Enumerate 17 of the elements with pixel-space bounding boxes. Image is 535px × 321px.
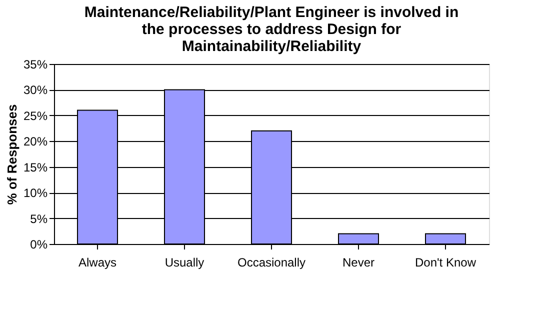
y-tick-label: 35% [23,58,48,72]
x-tick-label: Never [342,256,375,270]
text: the processes to address Design for [142,21,402,38]
y-tick-label: 15% [23,160,48,174]
y-tick-label: 30% [23,83,48,98]
y-tick-label: 10% [23,186,48,200]
x-tick-label: Usually [164,256,204,270]
y-axis-title: % of Responses [4,104,20,205]
y-tick-label: 20% [23,134,48,149]
x-tick-label: Always [78,256,117,270]
text: Maintainability/Reliability [182,38,362,55]
y-tick-label: 25% [23,108,48,123]
x-tick-label: Don't Know [415,256,476,270]
y-tick-label: 5% [30,212,48,226]
y-tick-label: 0% [30,238,48,252]
x-tick-label: Occasionally [237,256,306,270]
text: Maintenance/Reliability/Plant Engineer is involved in [84,4,459,21]
